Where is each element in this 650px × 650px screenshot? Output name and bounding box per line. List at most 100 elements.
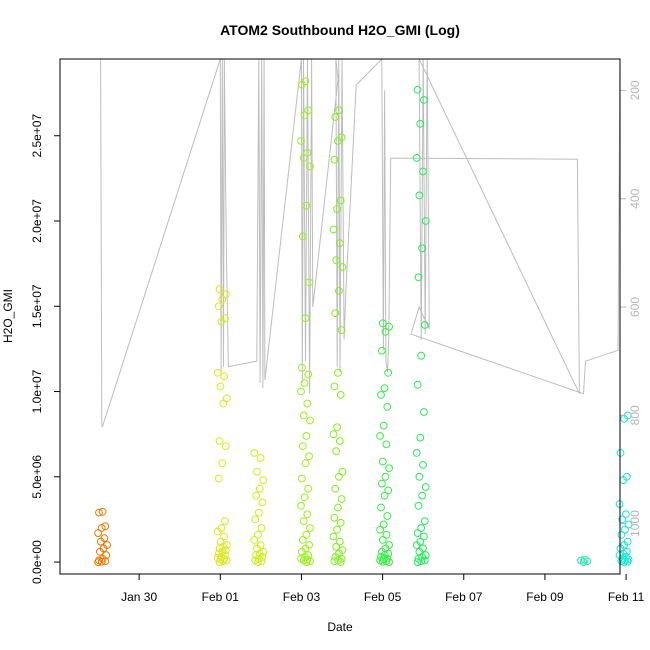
data-point	[251, 556, 260, 565]
data-point	[379, 421, 388, 430]
data-point	[304, 370, 313, 379]
y-tick-label: 2.5e+07	[30, 114, 44, 158]
data-point	[417, 351, 426, 360]
data-point	[413, 529, 422, 537]
data-point	[305, 278, 314, 287]
data-point	[622, 547, 631, 556]
data-point	[300, 493, 309, 502]
y-tick-label: 2.0e+07	[30, 199, 44, 243]
data-point	[380, 491, 389, 500]
data-point	[337, 133, 346, 142]
x-tick-label: Feb 01	[202, 590, 240, 604]
data-point	[95, 508, 103, 517]
data-point	[617, 530, 626, 539]
data-point	[331, 113, 340, 121]
data-point	[420, 321, 429, 329]
data-point	[331, 484, 340, 493]
data-point	[332, 447, 341, 456]
data-point	[329, 225, 338, 234]
data-point	[255, 484, 264, 493]
data-point	[213, 553, 222, 562]
x-tick-label: Feb 11	[608, 590, 645, 604]
data-point	[298, 536, 307, 544]
data-point	[419, 544, 427, 553]
data-point	[297, 137, 305, 145]
data-point	[413, 85, 422, 94]
data-point	[305, 452, 314, 461]
data-point	[300, 111, 309, 120]
data-point	[218, 459, 227, 468]
data-point	[251, 515, 260, 524]
data-point	[97, 524, 106, 532]
data-point	[419, 167, 427, 176]
y-axis-title: H2O_GMI	[1, 289, 15, 343]
data-point	[378, 457, 387, 466]
data-point	[335, 106, 343, 115]
data-point	[416, 537, 425, 546]
data-point	[382, 530, 391, 539]
data-point	[416, 433, 425, 442]
data-point	[219, 399, 228, 408]
pressure-track-layer	[98, 57, 621, 427]
data-point	[416, 119, 425, 128]
data-point	[421, 551, 430, 560]
data-point	[301, 314, 310, 323]
data-point	[335, 239, 344, 248]
data-point	[304, 551, 313, 560]
data-point	[622, 472, 631, 481]
data-point	[337, 495, 346, 503]
data-point	[102, 551, 111, 560]
data-point	[377, 391, 385, 399]
data-point	[303, 148, 312, 157]
data-point	[215, 285, 224, 294]
data-point	[253, 467, 261, 476]
data-point	[214, 302, 223, 311]
right-y-tick-label: 600	[628, 297, 642, 317]
chart-title: ATOM2 Southbound H2O_GMI (Log)	[220, 22, 460, 38]
data-point	[336, 518, 345, 527]
data-point	[302, 432, 311, 440]
pressure-track-line	[98, 57, 621, 427]
data-point	[220, 532, 229, 541]
data-point	[306, 162, 314, 171]
data-point	[419, 461, 427, 469]
data-point	[384, 368, 393, 377]
data-point	[220, 372, 229, 381]
data-point	[103, 541, 111, 549]
data-point	[254, 508, 263, 517]
data-point	[618, 515, 627, 524]
data-point	[329, 430, 338, 439]
data-point	[580, 555, 589, 564]
data-point	[379, 520, 388, 529]
data-point	[379, 555, 388, 564]
data-point	[415, 472, 424, 481]
right-y-tick-label: 200	[628, 80, 642, 100]
data-point	[330, 513, 339, 522]
data-points-layer	[94, 77, 633, 566]
data-point	[95, 556, 103, 565]
data-point	[420, 517, 429, 525]
data-point	[94, 529, 102, 537]
data-point	[417, 524, 426, 532]
data-point	[258, 498, 267, 507]
data-point	[250, 536, 259, 544]
data-point	[298, 363, 306, 372]
data-point	[301, 77, 310, 86]
data-point	[259, 476, 268, 485]
data-point	[302, 201, 311, 210]
y-tick-label: 1.5e+07	[30, 284, 44, 328]
data-point	[254, 530, 262, 539]
data-point	[378, 536, 387, 544]
data-point	[376, 556, 385, 565]
data-point	[332, 542, 341, 551]
data-point	[413, 380, 422, 389]
data-point	[335, 537, 344, 546]
data-point	[338, 546, 347, 554]
data-point	[376, 432, 385, 440]
data-point	[218, 295, 227, 304]
data-point	[222, 442, 230, 451]
data-point	[306, 524, 314, 532]
data-point	[420, 96, 428, 104]
data-point	[213, 368, 222, 377]
data-point	[304, 106, 313, 115]
